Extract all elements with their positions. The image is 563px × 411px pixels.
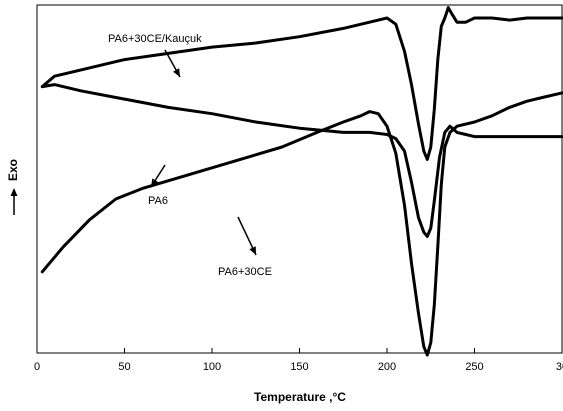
series-layer (40, 6, 563, 357)
annotation-label: PA6+30CE (218, 266, 272, 278)
y-axis-arrow-head (10, 188, 18, 196)
y-axis-label-group: Exo (6, 159, 20, 215)
annotation-arrow-head (173, 68, 180, 77)
annotation-layer: PA6+30CE/Kauçuk PA6 PA6+30CE (108, 33, 272, 278)
series-line-2 (40, 91, 563, 357)
annotation-label: PA6 (148, 195, 168, 207)
x-axis-ticks: 0 50 100 150 200 250 30 (34, 348, 563, 373)
x-tick-label: 50 (118, 361, 130, 373)
annotation-arrow-head (249, 246, 256, 255)
y-axis-label: Exo (6, 159, 20, 181)
x-tick-label: 250 (465, 361, 483, 373)
x-tick-label: 30 (556, 361, 563, 373)
x-axis-label: Temperature ,°C (254, 390, 346, 404)
x-tick-label: 100 (203, 361, 221, 373)
series-line-0 (40, 6, 563, 161)
x-tick-label: 200 (378, 361, 396, 373)
annotation-arrow-head (151, 178, 159, 187)
x-tick-label: 150 (290, 361, 308, 373)
series-line-1 (40, 83, 563, 238)
x-tick-label: 0 (34, 361, 40, 373)
plot-frame (36, 4, 563, 354)
plot-border (36, 4, 563, 354)
annotation-label: PA6+30CE/Kauçuk (108, 33, 202, 45)
